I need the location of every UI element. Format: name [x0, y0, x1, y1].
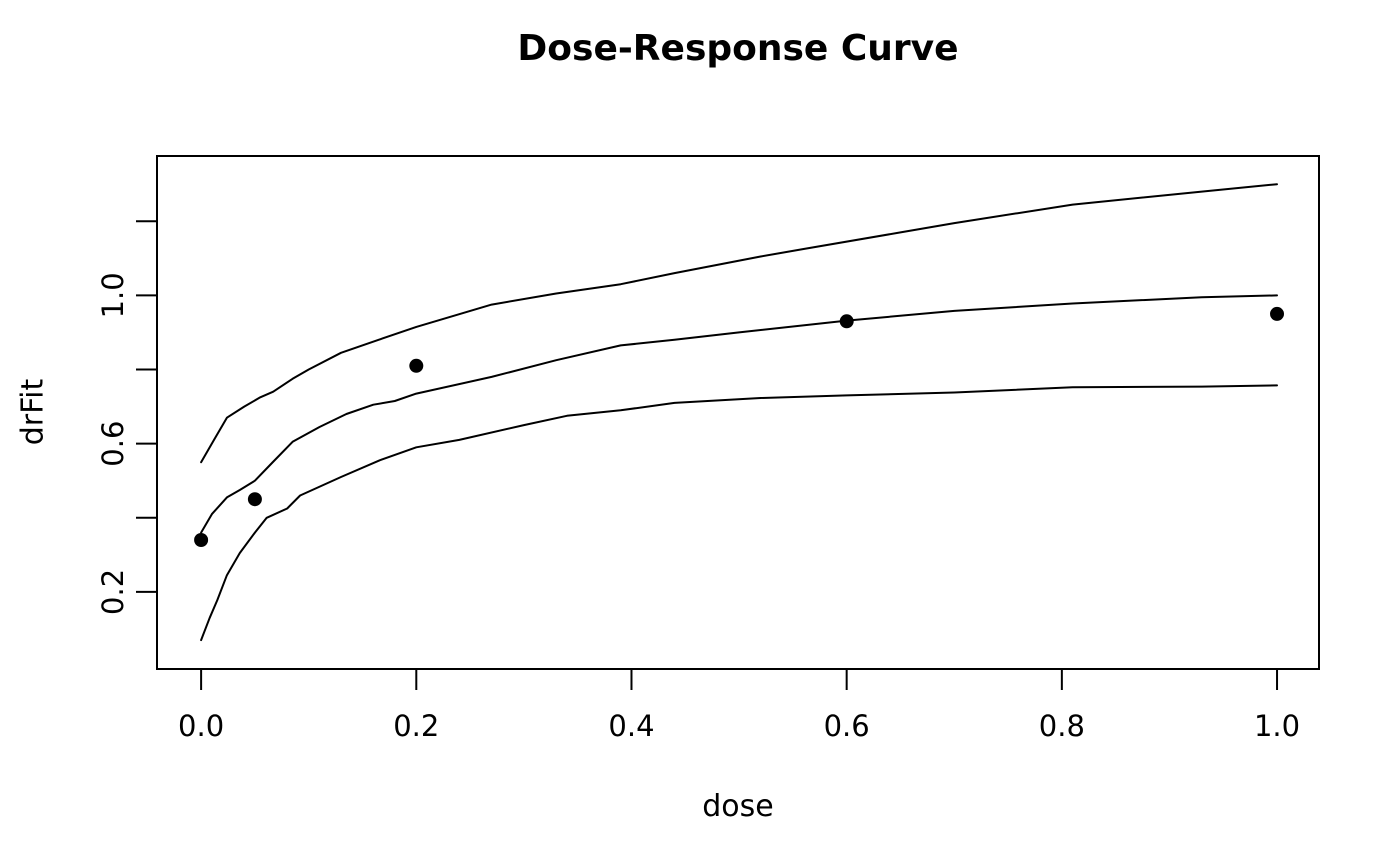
y-axis-label: drFit — [15, 378, 51, 446]
chart-title: Dose-Response Curve — [517, 28, 959, 69]
lower-confidence-band — [200, 384, 1278, 642]
x-tick-label: 0.2 — [393, 709, 439, 743]
x-axis-label: dose — [702, 789, 774, 824]
data-point — [1270, 306, 1284, 321]
y-tick-label: 1.0 — [96, 272, 130, 318]
x-tick-label: 0.6 — [824, 709, 870, 743]
plot-box — [156, 155, 1320, 670]
data-point — [409, 358, 424, 373]
data-point — [194, 533, 209, 547]
data-point — [839, 314, 854, 329]
data-point — [247, 492, 262, 507]
x-tick-label: 1.0 — [1254, 709, 1300, 743]
y-tick-label: 0.2 — [96, 569, 130, 615]
upper-confidence-band — [200, 183, 1278, 464]
fitted-curve — [200, 294, 1278, 534]
x-tick-label: 0.8 — [1039, 709, 1085, 743]
y-tick-label: 0.6 — [96, 421, 130, 467]
x-tick-label: 0.0 — [178, 709, 224, 743]
x-tick-label: 0.4 — [608, 709, 654, 743]
